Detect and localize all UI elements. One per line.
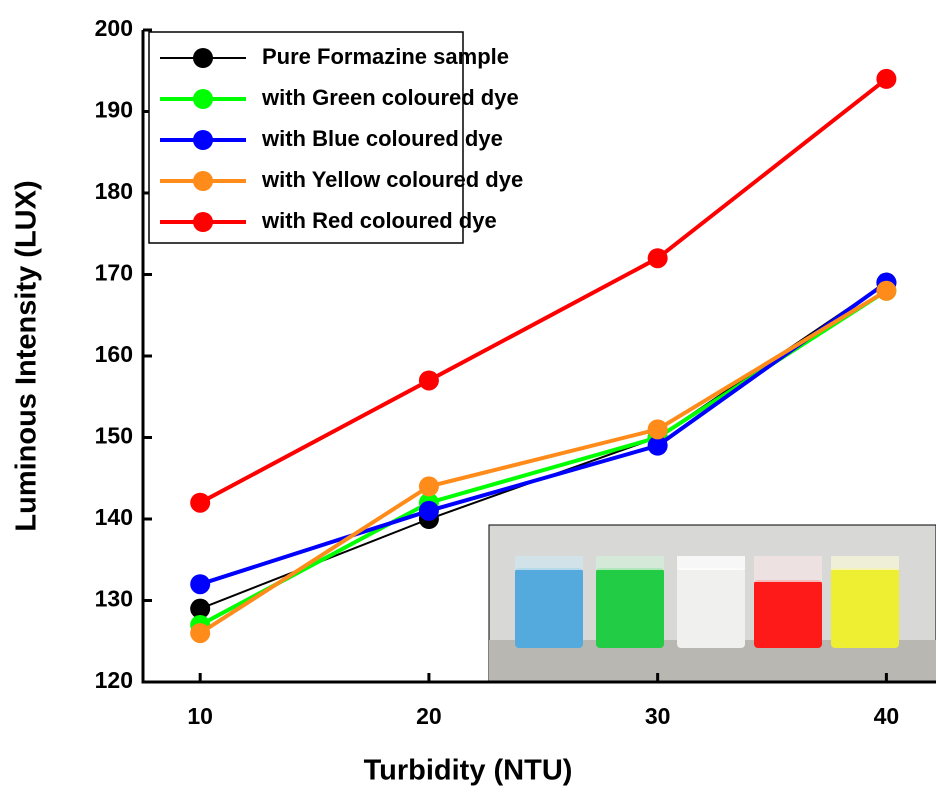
data-point	[647, 419, 668, 440]
data-point	[647, 248, 668, 269]
legend-marker	[193, 212, 213, 232]
y-tick-label: 130	[95, 586, 133, 612]
y-tick-label: 160	[95, 341, 133, 367]
data-point	[190, 598, 211, 619]
legend-label: with Blue coloured dye	[261, 126, 503, 151]
legend-label: with Red coloured dye	[261, 208, 497, 233]
legend-marker	[193, 130, 213, 150]
x-tick-label: 20	[416, 703, 442, 729]
y-tick-label: 150	[95, 423, 133, 449]
x-tick-label: 10	[187, 703, 213, 729]
series-line	[199, 281, 888, 587]
y-axis-label: Luminous Intensity (LUX)	[11, 180, 43, 531]
legend-label: Pure Formazine sample	[262, 44, 509, 69]
legend-marker	[193, 48, 213, 68]
series-line	[199, 77, 888, 505]
legend-label: with Yellow coloured dye	[261, 167, 523, 192]
data-point	[876, 68, 897, 89]
inset-photo	[488, 524, 936, 683]
data-point	[647, 435, 668, 456]
legend: Pure Formazine sample with Green coloured…	[148, 31, 523, 244]
y-tick-label: 170	[95, 260, 133, 286]
data-point	[190, 492, 211, 513]
data-point	[190, 574, 211, 595]
legend-label: with Green coloured dye	[261, 85, 519, 110]
data-point	[876, 280, 897, 301]
y-tick-label: 190	[95, 97, 133, 123]
data-point	[418, 500, 439, 521]
y-tick-label: 200	[95, 15, 133, 41]
series-line	[199, 289, 888, 635]
data-point	[418, 370, 439, 391]
data-point	[418, 476, 439, 497]
x-axis-label: Turbidity (NTU)	[364, 755, 573, 787]
legend-marker	[193, 171, 213, 191]
data-point	[190, 623, 211, 644]
y-tick-label: 120	[95, 667, 133, 693]
y-tick-label: 180	[95, 178, 133, 204]
legend-marker	[193, 89, 213, 109]
x-tick-label: 30	[645, 703, 671, 729]
y-tick-label: 140	[95, 504, 133, 530]
x-tick-label: 40	[874, 703, 900, 729]
